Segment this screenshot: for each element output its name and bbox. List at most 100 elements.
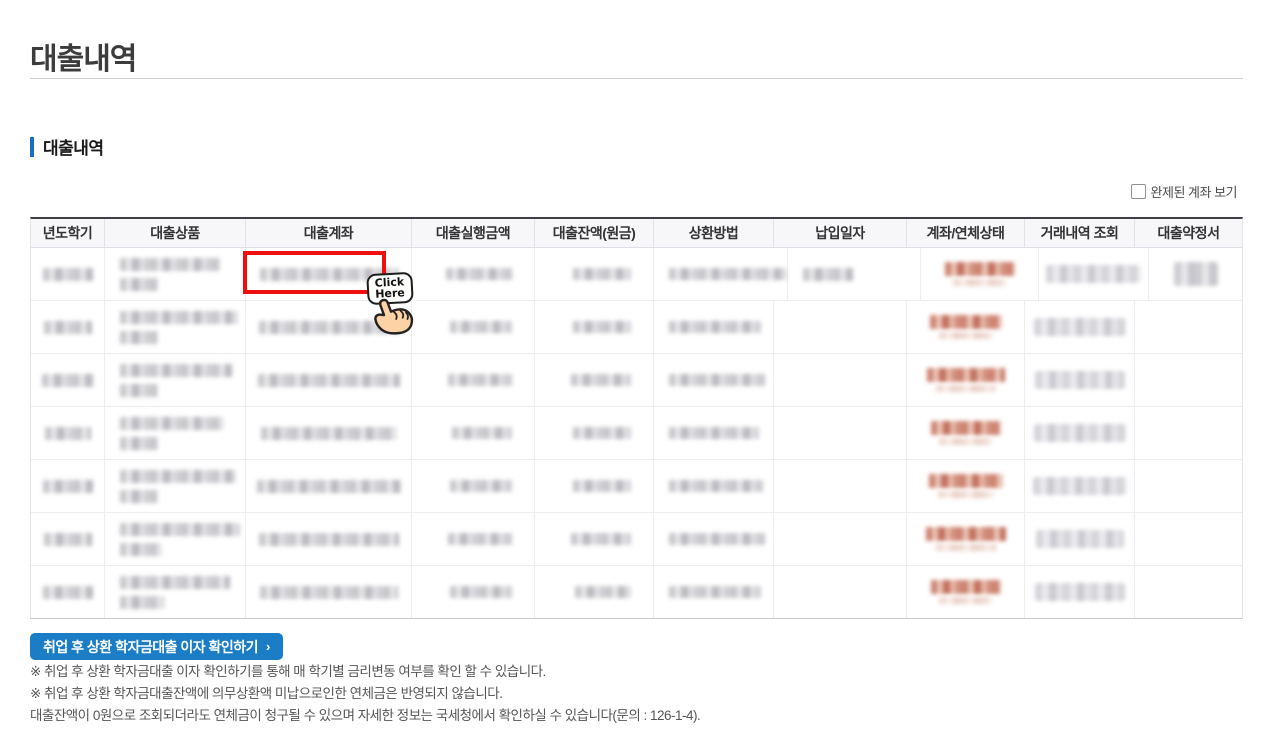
redacted-text	[120, 436, 158, 450]
redacted-text	[575, 586, 631, 598]
history-lookup-cell[interactable]	[1025, 407, 1135, 459]
agreement-cell	[1135, 301, 1242, 353]
redacted-text	[120, 277, 158, 291]
redacted-text	[669, 374, 765, 386]
table-row	[31, 248, 1242, 301]
column-header-9: 거래내역 조회	[1025, 219, 1135, 247]
account-status-cell	[907, 566, 1025, 618]
history-lookup-cell[interactable]	[1025, 301, 1135, 353]
redacted-text	[120, 522, 240, 536]
agreement-cell	[1135, 513, 1242, 565]
redacted-text	[1033, 424, 1126, 442]
table-row	[31, 301, 1242, 354]
loan-amount-cell	[412, 566, 535, 618]
history-lookup-cell[interactable]	[1025, 354, 1135, 406]
redacted-text	[925, 527, 1006, 541]
redacted-text	[260, 426, 397, 440]
redacted-status	[925, 527, 1006, 551]
repay-method-cell	[654, 248, 788, 300]
redacted-text	[1034, 583, 1125, 601]
table-row	[31, 354, 1242, 407]
repay-method-cell	[654, 354, 774, 406]
redacted-text	[259, 585, 398, 599]
footnotes: ※ 취업 후 상환 학자금대출 이자 확인하기를 통해 매 학기별 금리변동 여…	[30, 661, 701, 727]
column-header-4: 대출실행금액	[412, 219, 535, 247]
loan-balance-cell	[535, 301, 654, 353]
agreement-cell[interactable]	[1149, 248, 1242, 300]
loan-amount-cell	[412, 513, 535, 565]
redacted-text	[939, 597, 992, 604]
redacted-text	[935, 544, 996, 551]
column-header-5: 대출잔액(원금)	[535, 219, 654, 247]
check-interest-button[interactable]: 취업 후 상환 학자금대출 이자 확인하기 ›	[30, 633, 283, 660]
redacted-text	[42, 479, 93, 493]
footnote-2: ※ 취업 후 상환 학자금대출잔액에 의무상환액 미납으로인한 연체금은 반영되…	[30, 686, 503, 701]
loan-product-cell	[105, 460, 246, 512]
redacted-text	[1033, 318, 1126, 336]
loan-product-cell	[105, 248, 246, 300]
loan-account-cell[interactable]	[246, 407, 412, 459]
click-here-sticker: Click Here	[366, 271, 447, 341]
redacted-status	[930, 421, 1001, 445]
repay-method-cell	[654, 301, 774, 353]
redacted-product	[120, 575, 230, 609]
redacted-text	[1034, 371, 1125, 389]
highlight-red-box[interactable]	[243, 251, 386, 294]
redacted-text	[448, 374, 512, 386]
table-body	[31, 248, 1242, 618]
payment-date-cell	[774, 354, 907, 406]
redacted-text	[450, 480, 512, 492]
column-header-8: 계좌/연체상태	[907, 219, 1025, 247]
redacted-text	[258, 532, 399, 546]
redacted-text	[43, 320, 92, 334]
loan-account-cell[interactable]	[246, 566, 412, 618]
history-lookup-cell[interactable]	[1025, 566, 1135, 618]
loan-balance-cell	[535, 460, 654, 512]
loan-balance-cell	[535, 248, 654, 300]
column-header-3: 대출계좌	[246, 219, 412, 247]
redacted-text	[926, 368, 1005, 382]
year-term-cell	[31, 354, 105, 406]
redacted-text	[929, 315, 1002, 329]
redacted-text	[1173, 262, 1218, 286]
loan-balance-cell	[535, 354, 654, 406]
loan-table: 년도학기 대출상품 대출계좌 대출실행금액 대출잔액(원금) 상환방법 납입일자 계좌/연체상…	[30, 217, 1243, 619]
loan-balance-cell	[535, 407, 654, 459]
redacted-text	[450, 586, 512, 598]
redacted-text	[120, 310, 238, 324]
loan-amount-cell	[412, 354, 535, 406]
redacted-product	[120, 469, 236, 503]
completed-accounts-checkbox[interactable]	[1130, 184, 1146, 199]
redacted-text	[669, 268, 787, 280]
redacted-product	[120, 522, 240, 556]
column-header-6: 상환방법	[654, 219, 774, 247]
redacted-text	[937, 491, 994, 498]
redacted-text	[930, 580, 1001, 594]
redacted-text	[669, 480, 763, 492]
redacted-text	[928, 474, 1003, 488]
loan-account-cell[interactable]	[246, 354, 412, 406]
redacted-text	[120, 257, 220, 271]
history-lookup-cell[interactable]	[1039, 248, 1149, 300]
loan-amount-cell	[412, 248, 535, 300]
loan-account-cell[interactable]	[246, 248, 412, 300]
agreement-cell	[1135, 354, 1242, 406]
repay-method-cell	[654, 513, 774, 565]
chevron-right-icon: ›	[266, 638, 270, 654]
column-header-10: 대출약정서	[1157, 225, 1220, 241]
repay-method-cell	[654, 566, 774, 618]
footnote-3: 대출잔액이 0원으로 조회되더라도 연체금이 청구될 수 있으며 자세한 정보는…	[30, 708, 701, 723]
account-status-cell	[907, 407, 1025, 459]
redacted-text	[573, 427, 631, 439]
redacted-text	[41, 373, 94, 387]
redacted-text	[120, 383, 158, 397]
account-status-cell	[907, 460, 1025, 512]
loan-account-cell[interactable]	[246, 460, 412, 512]
history-lookup-cell[interactable]	[1025, 513, 1135, 565]
loan-product-cell	[105, 566, 246, 618]
loan-product-cell	[105, 354, 246, 406]
loan-account-cell[interactable]	[246, 513, 412, 565]
column-header-1: 년도학기	[31, 219, 105, 247]
history-lookup-cell[interactable]	[1025, 460, 1135, 512]
loan-product-cell	[105, 301, 246, 353]
